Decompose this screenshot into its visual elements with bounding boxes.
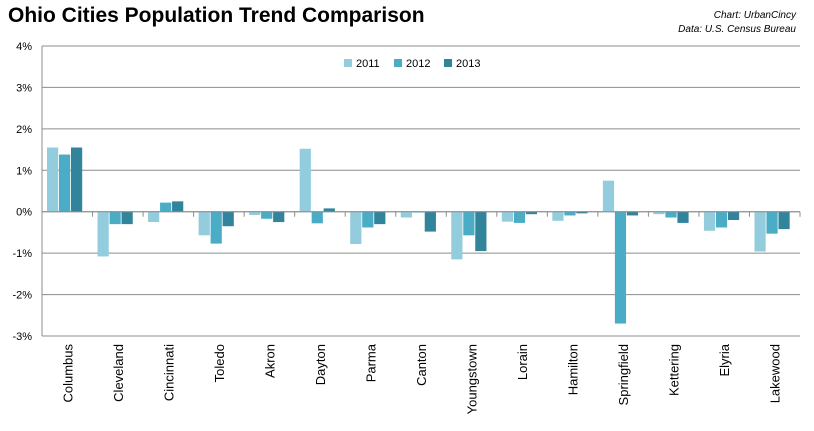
bar-2011-dayton (299, 148, 311, 212)
bar-2013-springfield (626, 211, 639, 216)
legend-swatch-2011 (344, 59, 352, 67)
bar-2013-columbus (71, 147, 83, 212)
bar-2012-akron (261, 211, 273, 219)
bar-2012-springfield (614, 211, 627, 324)
bar-2011-kettering (653, 211, 665, 215)
legend-label-2013: 2013 (456, 58, 480, 70)
bar-2011-elyria (703, 211, 716, 231)
x-tick-label: Youngstown (465, 344, 480, 414)
bar-2013-elyria (727, 211, 740, 220)
x-tick-label: Cleveland (111, 344, 126, 402)
y-tick-label: 4% (16, 41, 32, 53)
bar-2012-elyria (715, 211, 728, 228)
bar-2013-kettering (677, 211, 689, 223)
bar-2013-lakewood (778, 211, 790, 230)
x-tick-label: Elyria (717, 343, 732, 376)
y-tick-label: -3% (12, 331, 32, 343)
x-tick-label: Lakewood (768, 344, 783, 403)
bar-2013-akron (273, 211, 285, 223)
x-tick-label: Kettering (667, 344, 682, 396)
bar-2012-cleveland (109, 211, 121, 225)
bar-2011-hamilton (552, 211, 564, 221)
bar-2012-lorain (513, 211, 525, 223)
x-tick-label: Hamilton (566, 344, 581, 395)
bar-2012-columbus (59, 154, 71, 212)
bar-2012-youngstown (463, 211, 475, 236)
bar-2013-lorain (525, 211, 537, 215)
data-credit: Data: U.S. Census Bureau (678, 24, 796, 35)
bar-2011-cleveland (97, 211, 109, 257)
y-tick-label: -2% (12, 290, 32, 302)
bar-2012-hamilton (564, 211, 576, 216)
bar-2011-toledo (198, 211, 210, 236)
bar-2011-columbus (47, 147, 59, 212)
legend-label-2012: 2012 (406, 58, 430, 70)
chart-title: Ohio Cities Population Trend Comparison (8, 4, 425, 27)
bar-2013-toledo (222, 211, 234, 227)
x-tick-label: Lorain (515, 344, 530, 380)
chart-credit: Chart: UrbanCincy (713, 10, 796, 21)
x-tick-label: Springfield (616, 344, 631, 405)
bar-2013-cincinnati (172, 201, 184, 212)
bar-2011-lakewood (754, 211, 766, 252)
bar-2013-canton (424, 211, 436, 232)
bar-2011-canton (400, 211, 412, 218)
x-tick-label: Akron (262, 344, 277, 378)
bar-2012-parma (362, 211, 374, 228)
y-tick-label: -1% (12, 248, 32, 260)
bar-2013-hamilton (576, 211, 588, 214)
legend-swatch-2012 (394, 59, 402, 67)
bar-2012-cincinnati (160, 202, 172, 212)
bar-2011-akron (249, 211, 261, 216)
legend-swatch-2013 (444, 59, 452, 67)
chart-credits: Chart: UrbanCincy Data: U.S. Census Bure… (678, 9, 796, 37)
bar-2012-lakewood (766, 211, 778, 234)
x-tick-label: Parma (363, 343, 378, 382)
x-tick-label: Toledo (212, 344, 227, 382)
y-tick-label: 1% (16, 165, 32, 177)
bar-2011-springfield (602, 180, 615, 212)
bar-2013-youngstown (475, 211, 487, 252)
bar-2012-toledo (210, 211, 222, 244)
x-tick-label: Dayton (313, 344, 328, 385)
y-tick-label: 2% (16, 124, 32, 136)
bar-2013-parma (374, 211, 386, 225)
bar-2012-dayton (311, 211, 323, 224)
x-tick-label: Cincinnati (161, 344, 176, 401)
bar-2011-lorain (501, 211, 513, 222)
bar-2011-youngstown (451, 211, 463, 260)
y-tick-label: 0% (16, 207, 32, 219)
bar-2013-dayton (323, 208, 335, 212)
y-tick-label: 3% (16, 82, 32, 94)
legend-label-2011: 2011 (356, 58, 380, 70)
x-tick-label: Columbus (60, 344, 75, 403)
bar-2011-parma (350, 211, 362, 245)
bar-2011-cincinnati (148, 211, 160, 223)
x-tick-label: Canton (414, 344, 429, 386)
bar-2013-cleveland (121, 211, 133, 225)
bar-2012-kettering (665, 211, 677, 218)
